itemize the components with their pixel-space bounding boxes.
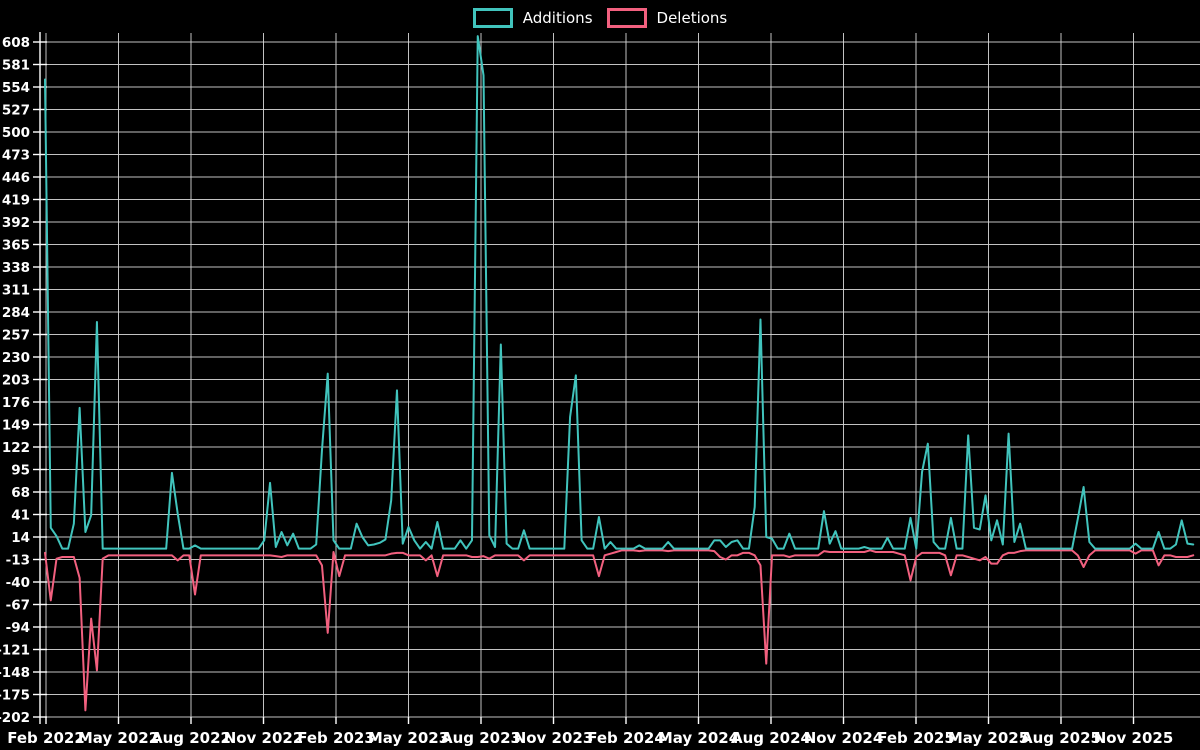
y-tick-label: 500 — [2, 125, 30, 141]
y-tick-label: 284 — [2, 305, 30, 321]
gridlines — [40, 33, 1200, 718]
y-tick-label: 203 — [2, 373, 30, 389]
y-tick-label: 338 — [2, 260, 30, 276]
y-tick-label: 392 — [2, 215, 30, 231]
x-tick-label: Nov 2024 — [804, 729, 884, 747]
y-tick-label: -121 — [0, 643, 30, 659]
x-tick-label: Aug 2022 — [151, 729, 231, 747]
deletions-line — [44, 549, 1195, 712]
x-tick-label: Nov 2023 — [514, 729, 594, 747]
y-tick-label: 365 — [2, 238, 30, 254]
y-tick-label: 419 — [2, 193, 30, 209]
additions-swatch-icon — [472, 8, 513, 28]
y-tick-label: -175 — [0, 688, 30, 704]
legend-deletions: Deletions — [606, 8, 728, 28]
data-lines — [44, 35, 1195, 712]
y-tick-label: -13 — [6, 553, 30, 569]
y-tick-label: -67 — [6, 598, 30, 614]
y-tick-label: -40 — [6, 575, 30, 591]
y-tick-label: 311 — [2, 283, 30, 299]
y-axis-labels: 608 581 554 527 500 473 446 419 392 365 338 311 284 2… — [0, 35, 30, 726]
y-tick-label: 230 — [2, 350, 30, 366]
chart-legend: Additions Deletions — [0, 8, 1200, 28]
y-tick-label: 41 — [11, 508, 30, 524]
y-tick-label: -148 — [0, 665, 30, 681]
y-tick-label: 554 — [2, 80, 30, 96]
y-tick-label: 527 — [2, 103, 30, 119]
y-tick-label: 473 — [2, 148, 30, 164]
y-tick-label: 176 — [2, 395, 30, 411]
axis-ticks — [33, 32, 1135, 724]
y-tick-label: 257 — [2, 328, 30, 344]
y-tick-label: 149 — [2, 418, 30, 434]
x-tick-label: Aug 2023 — [441, 729, 521, 747]
x-tick-label: Feb 2025 — [877, 729, 955, 747]
x-tick-label: Nov 2022 — [224, 729, 304, 747]
additions-line — [44, 35, 1195, 550]
x-tick-label: May 2023 — [368, 729, 449, 747]
deletions-swatch-icon — [606, 8, 647, 28]
x-tick-label: Aug 2025 — [1021, 729, 1101, 747]
y-tick-label: 122 — [2, 440, 30, 456]
y-tick-label: -94 — [6, 620, 30, 636]
deletions-legend-label: Deletions — [656, 9, 728, 27]
y-tick-label: 608 — [2, 35, 30, 51]
x-tick-label: Feb 2023 — [297, 729, 375, 747]
x-tick-label: Nov 2025 — [1094, 729, 1174, 747]
y-tick-label: 95 — [11, 463, 30, 479]
x-tick-label: Feb 2022 — [7, 729, 85, 747]
legend-additions: Additions — [472, 8, 593, 28]
x-tick-label: May 2025 — [948, 729, 1029, 747]
x-tick-label: Aug 2024 — [731, 729, 811, 747]
y-tick-label: 68 — [11, 485, 30, 501]
x-tick-label: Feb 2024 — [587, 729, 665, 747]
x-tick-label: May 2022 — [78, 729, 159, 747]
y-tick-label: 446 — [2, 170, 30, 186]
y-tick-label: 581 — [2, 58, 30, 74]
additions-legend-label: Additions — [522, 9, 593, 27]
y-tick-label: -202 — [0, 710, 30, 726]
y-tick-label: 14 — [11, 530, 30, 546]
x-tick-label: May 2024 — [658, 729, 739, 747]
